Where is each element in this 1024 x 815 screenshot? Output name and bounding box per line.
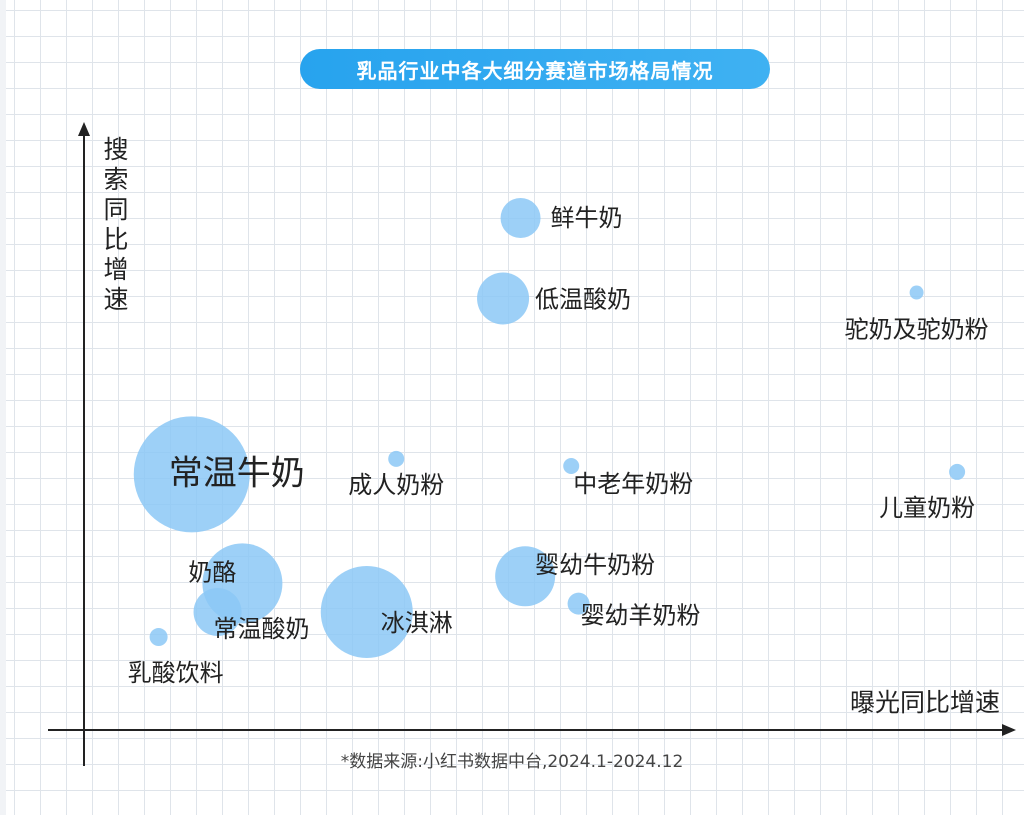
bubble-label-7: 奶酪 [188, 558, 236, 586]
bubble-label-10: 冰淇淋 [381, 609, 453, 637]
bubble-label-6: 儿童奶粉 [879, 494, 975, 522]
bubble-label-1: 低温酸奶 [535, 285, 631, 313]
bubble-label-9: 婴幼羊奶粉 [581, 602, 701, 630]
bubble-11 [193, 587, 242, 636]
bubble-12 [149, 628, 168, 647]
bubble-label-8: 婴幼牛奶粉 [535, 551, 655, 579]
bubble-label-4: 成人奶粉 [348, 471, 444, 499]
bubbles [133, 198, 966, 658]
bubble-4 [388, 450, 405, 467]
x-axis-label: 曝光同比增速 [850, 688, 1000, 717]
source-note: *数据来源:小红书数据中台,2024.1-2024.12 [340, 752, 684, 772]
bubble-label-0: 鲜牛奶 [551, 204, 623, 232]
bubble-label-5: 中老年奶粉 [573, 470, 693, 498]
bubble-5 [563, 457, 580, 474]
bubble-3 [133, 416, 250, 533]
bubble-8 [495, 546, 556, 607]
bubble-9 [567, 592, 590, 615]
bubble-label-11: 常温酸奶 [214, 615, 310, 643]
bubble-10 [320, 565, 413, 658]
page-edge [0, 0, 6, 815]
bubble-6 [949, 463, 966, 480]
x-axis-arrow [1002, 724, 1016, 736]
y-axis-label: 搜索同比增速 [103, 135, 128, 314]
axes: 搜索同比增速 曝光同比增速 [48, 122, 1016, 766]
bubble-2 [909, 285, 924, 300]
bubble-label-2: 驼奶及驼奶粉 [845, 316, 989, 344]
bubble-label-12: 乳酸饮料 [128, 659, 224, 687]
bubble-0 [500, 198, 541, 239]
bubble-1 [477, 272, 530, 325]
bubble-label-3: 常温牛奶 [169, 453, 305, 493]
chart-title: 乳品行业中各大细分赛道市场格局情况 [300, 49, 770, 89]
y-axis-arrow [78, 122, 90, 136]
